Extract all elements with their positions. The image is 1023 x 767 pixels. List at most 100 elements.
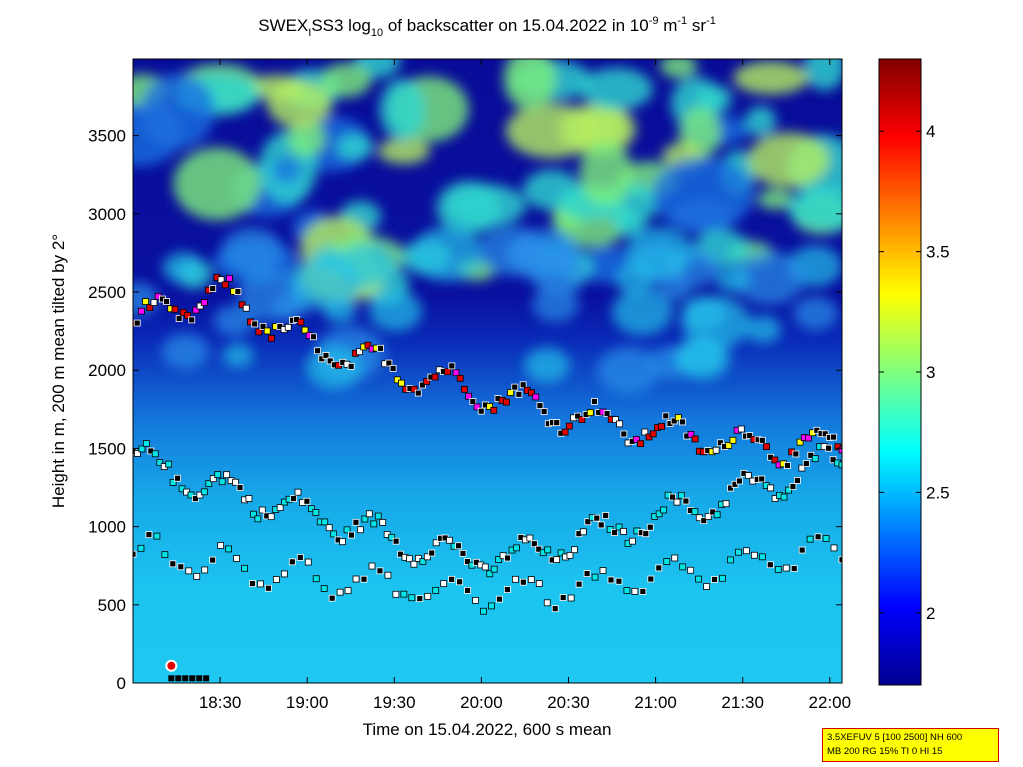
aerosol-patch	[320, 62, 372, 98]
aerosol-patch	[745, 106, 777, 137]
layer-marker	[574, 412, 582, 420]
layer-marker	[241, 564, 248, 572]
layer-marker	[477, 407, 485, 415]
aerosol-patch	[221, 227, 283, 275]
layer-marker	[419, 557, 427, 565]
aerosol-patch	[238, 269, 307, 322]
aerosol-patch	[173, 147, 262, 221]
layer-marker	[593, 514, 601, 522]
layer-marker	[536, 402, 544, 410]
aerosol-patch	[715, 266, 751, 293]
layer-marker	[133, 550, 137, 558]
layer-marker	[616, 420, 624, 428]
layer-marker	[368, 562, 376, 570]
layer-marker	[620, 528, 627, 535]
layer-marker	[321, 518, 329, 526]
layer-marker	[201, 566, 209, 574]
layer-marker	[811, 455, 819, 462]
colorbar-ticks: 2 2.5 3 3.5 4	[879, 122, 950, 623]
x-tick-label: 18:30	[199, 693, 242, 712]
aerosol-patch	[611, 288, 673, 336]
layer-marker	[325, 524, 333, 532]
layer-marker	[502, 398, 510, 406]
aerosol-patch	[733, 61, 809, 95]
layer-marker	[603, 410, 611, 418]
layer-marker	[780, 493, 788, 501]
layer-marker	[586, 409, 594, 417]
layer-marker	[633, 436, 640, 443]
layer-marker	[806, 535, 814, 543]
layer-marker	[209, 475, 217, 483]
layer-marker	[602, 512, 610, 519]
layer-marker	[309, 333, 317, 341]
layer-marker	[642, 530, 650, 538]
layer-marker	[379, 519, 387, 526]
x-tick-label: 22:00	[809, 693, 852, 712]
layer-marker	[410, 385, 418, 393]
layer-marker	[304, 558, 312, 566]
layer-marker	[535, 580, 543, 587]
layer-marker	[312, 509, 320, 516]
layer-marker	[796, 438, 804, 446]
layer-marker	[356, 348, 363, 356]
aerosol-patch	[436, 180, 502, 235]
layer-marker	[785, 486, 792, 494]
layer-marker	[673, 498, 681, 506]
layer-marker	[138, 445, 146, 453]
layer-marker	[496, 595, 503, 603]
layer-marker	[480, 607, 487, 615]
layer-marker	[637, 440, 645, 448]
layer-marker	[655, 510, 663, 518]
layer-marker	[629, 537, 636, 545]
layer-marker	[377, 344, 384, 352]
layer-marker	[258, 506, 266, 514]
layer-marker	[177, 563, 185, 571]
layer-marker	[515, 390, 523, 398]
layer-marker	[671, 554, 679, 562]
aerosol-patch	[804, 59, 842, 91]
layer-marker	[320, 585, 328, 592]
layer-marker	[268, 334, 275, 342]
y-tick-label: 3500	[88, 127, 126, 146]
layer-marker	[238, 301, 246, 309]
aerosol-patch	[787, 186, 842, 230]
layer-marker	[200, 299, 208, 306]
colorbar-tick-label: 3.5	[926, 243, 950, 262]
layer-marker	[495, 556, 503, 563]
layer-marker	[490, 565, 498, 573]
layer-marker	[488, 602, 495, 610]
aerosol-patch	[337, 243, 396, 288]
layer-marker	[758, 475, 766, 483]
layer-marker	[326, 357, 334, 365]
layer-marker	[528, 389, 535, 397]
settings-info-box: 3.5XEFUV 5 [100 2500] NH 600 MB 200 RG 1…	[822, 728, 999, 762]
layer-marker	[217, 542, 225, 549]
layer-marker	[142, 440, 150, 447]
layer-marker	[423, 378, 431, 385]
layer-marker	[612, 416, 619, 424]
layer-marker	[798, 464, 806, 472]
layer-marker	[838, 461, 842, 469]
layer-marker	[146, 304, 154, 311]
layer-marker	[232, 478, 239, 486]
layer-marker	[691, 435, 699, 443]
layer-marker	[188, 316, 196, 324]
layer-marker	[424, 592, 432, 600]
layer-marker	[389, 365, 397, 372]
layer-marker	[209, 285, 217, 293]
layer-marker	[301, 326, 309, 334]
layer-marker	[513, 544, 520, 552]
x-tick-label: 19:00	[286, 693, 329, 712]
layer-marker	[234, 288, 242, 296]
layer-marker	[530, 540, 538, 548]
layer-marker	[352, 518, 360, 526]
layer-marker	[591, 573, 599, 581]
layer-marker	[719, 574, 726, 582]
layer-marker	[251, 320, 259, 328]
layer-marker	[662, 412, 670, 420]
layer-marker	[352, 575, 360, 583]
layer-marker	[259, 322, 267, 330]
layer-marker	[798, 546, 806, 554]
layer-marker	[620, 430, 628, 438]
